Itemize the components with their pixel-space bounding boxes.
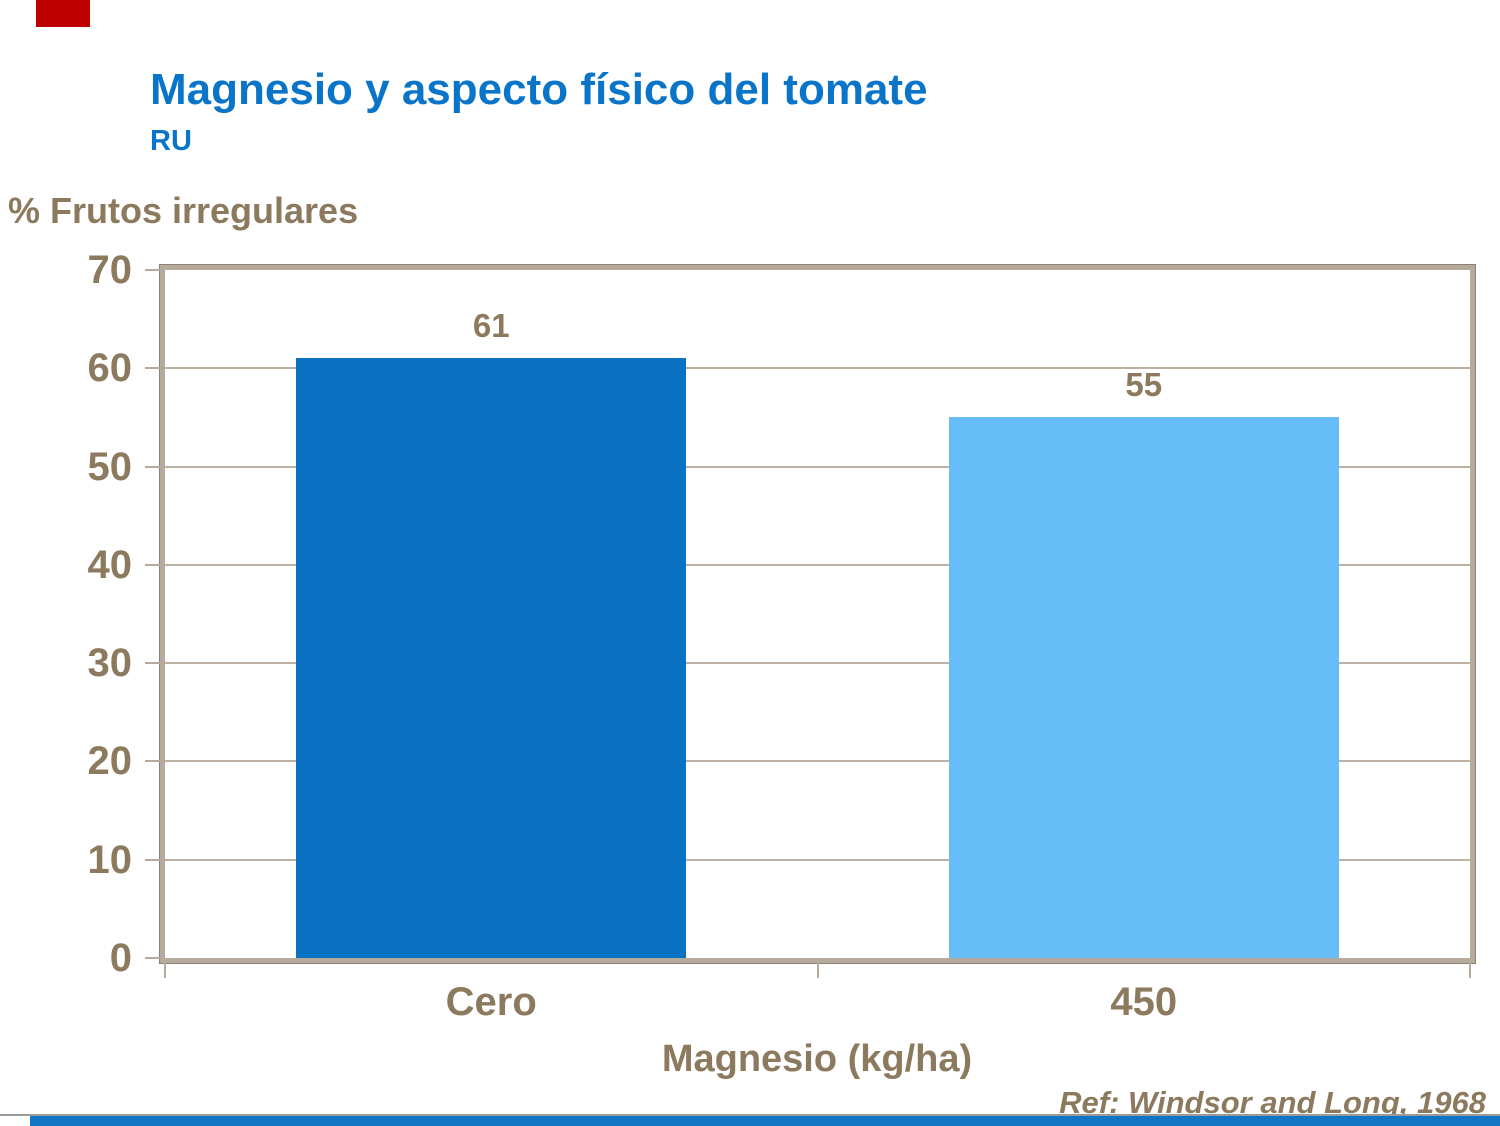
y-tick-mark-10 <box>145 858 160 861</box>
gridline-60 <box>165 367 1470 370</box>
y-tick-mark-50 <box>145 465 160 468</box>
x-category-label-450: 450 <box>1110 980 1178 1024</box>
y-tick-label-10: 10 <box>87 837 133 882</box>
x-tick-mark-1 <box>816 963 819 978</box>
y-tick-label-70: 70 <box>87 248 133 292</box>
y-tick-mark-20 <box>145 760 160 763</box>
y-tick-label-40: 40 <box>87 542 133 587</box>
y-tick-mark-70 <box>145 269 160 271</box>
corner-accent-block <box>36 0 90 27</box>
y-tick-label-50: 50 <box>87 444 133 489</box>
gridline-40 <box>165 563 1470 566</box>
gridline-30 <box>165 662 1470 665</box>
footer-divider-line <box>0 1114 1500 1116</box>
gridline-50 <box>165 465 1470 468</box>
y-tick-mark-30 <box>145 662 160 665</box>
bar-value-label-450: 55 <box>1125 366 1163 404</box>
bar-Cero <box>296 358 687 958</box>
slide-subtitle: RU <box>150 125 192 157</box>
y-tick-label-30: 30 <box>87 641 133 686</box>
gridline-10 <box>165 858 1470 861</box>
plot-area: 61 55 <box>159 264 1476 964</box>
footer-accent-bar <box>30 1116 1500 1126</box>
x-tick-mark-2 <box>1469 963 1471 978</box>
y-tick-mark-60 <box>145 367 160 370</box>
slide-title: Magnesio y aspecto físico del tomate <box>150 65 928 114</box>
gridline-20 <box>165 760 1470 763</box>
y-tick-mark-40 <box>145 563 160 566</box>
x-category-label-Cero: Cero <box>445 980 537 1024</box>
x-tick-mark-0 <box>164 963 166 978</box>
y-tick-mark-0 <box>145 957 160 959</box>
y-tick-label-0: 0 <box>109 936 132 980</box>
x-axis-title: Magnesio (kg/ha) <box>661 1038 973 1080</box>
y-tick-label-60: 60 <box>87 346 133 391</box>
y-axis-title: % Frutos irregulares <box>8 190 359 231</box>
bar-450 <box>948 417 1339 958</box>
bar-value-label-Cero: 61 <box>472 307 510 345</box>
y-tick-label-20: 20 <box>87 739 133 784</box>
